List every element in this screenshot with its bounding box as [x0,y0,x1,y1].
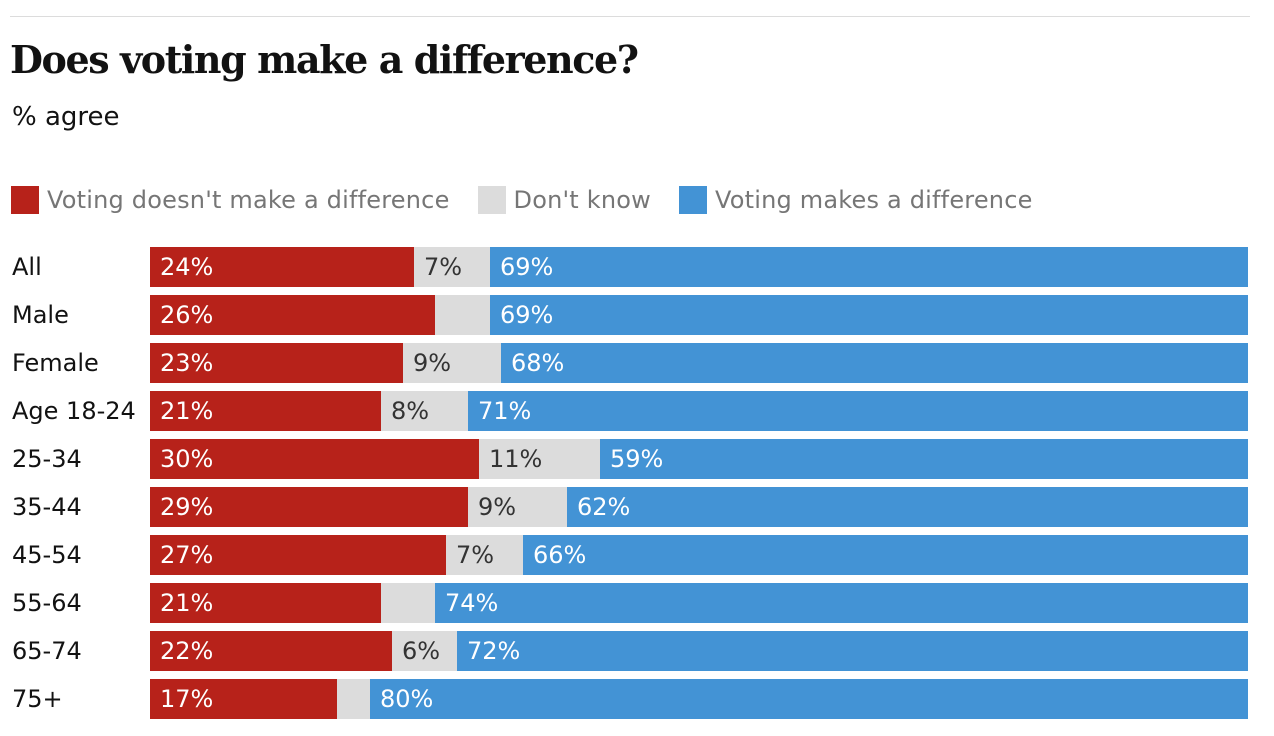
chart-subtitle: % agree [12,102,120,132]
legend-item-makes-difference: Voting makes a difference [678,186,1033,214]
data-label-voting-makes-a-difference-25-34: 59% [610,445,664,473]
data-label-voting-makes-a-difference-55-64: 74% [445,589,499,617]
data-label-don-t-know-65-74: 6% [402,637,441,665]
bar-segment-voting-doesn-t-make-a-difference-female [150,343,403,383]
legend-item-dont-know: Don't know [477,186,651,214]
category-label-45-54: 45-54 [12,541,82,569]
bar-segment-voting-makes-a-difference-75 [370,679,1248,719]
bar-row-65-74: 22% 6% 72% [150,631,1248,671]
data-label-don-t-know-35-44: 9% [478,493,517,521]
bar-segment-voting-makes-a-difference-age-18-24 [468,391,1248,431]
data-label-don-t-know-age-18-24: 8% [391,397,430,425]
bar-row-55-64: 21% 74% [150,583,1248,623]
data-label-voting-doesn-t-make-a-difference-65-74: 22% [160,637,214,665]
data-label-voting-makes-a-difference-35-44: 62% [577,493,631,521]
data-label-voting-makes-a-difference-male: 69% [500,301,554,329]
data-label-voting-makes-a-difference-female: 68% [511,349,565,377]
category-label-75: 75+ [12,685,63,713]
category-label-35-44: 35-44 [12,493,82,521]
chart-title: Does voting make a difference? [10,37,639,82]
category-label-male: Male [12,301,69,329]
legend-swatch-no-difference [11,186,39,214]
data-label-voting-makes-a-difference-all: 69% [500,253,554,281]
legend-label-makes-difference: Voting makes a difference [714,186,1033,214]
bar-segment-don-t-know-all [414,247,490,287]
category-label-female: Female [12,349,99,377]
bar-segment-voting-doesn-t-make-a-difference-45-54 [150,535,446,575]
category-label-age-18-24: Age 18-24 [12,397,136,425]
bar-segment-voting-doesn-t-make-a-difference-age-18-24 [150,391,381,431]
legend-swatch-makes-difference [678,186,707,214]
bar-row-35-44: 29% 9% 62% [150,487,1248,527]
bar-segment-don-t-know-55-64 [381,583,435,623]
bar-segment-voting-makes-a-difference-male [490,295,1248,335]
legend-label-dont-know: Don't know [513,186,651,214]
category-label-25-34: 25-34 [12,445,82,473]
data-label-voting-makes-a-difference-age-18-24: 71% [478,397,532,425]
bar-segment-don-t-know-65-74 [392,631,457,671]
category-label-65-74: 65-74 [12,637,82,665]
legend-swatch-dont-know [477,186,506,214]
bar-segment-voting-makes-a-difference-45-54 [523,535,1248,575]
legend-item-no-difference: Voting doesn't make a difference [11,186,450,214]
bar-segment-voting-doesn-t-make-a-difference-75 [150,679,337,719]
data-label-voting-doesn-t-make-a-difference-25-34: 30% [160,445,214,473]
bar-row-75: 17% 80% [150,679,1248,719]
bar-segment-voting-doesn-t-make-a-difference-55-64 [150,583,381,623]
bar-segment-don-t-know-75 [337,679,370,719]
data-label-voting-doesn-t-make-a-difference-age-18-24: 21% [160,397,214,425]
top-rule [10,16,1250,17]
bar-row-all: 24% 7% 69% [150,247,1248,287]
data-label-don-t-know-all: 7% [424,253,463,281]
bar-segment-voting-makes-a-difference-55-64 [435,583,1248,623]
data-label-voting-doesn-t-make-a-difference-35-44: 29% [160,493,214,521]
data-label-voting-makes-a-difference-65-74: 72% [467,637,521,665]
bar-segment-don-t-know-25-34 [479,439,600,479]
bar-row-45-54: 27% 7% 66% [150,535,1248,575]
data-label-don-t-know-25-34: 11% [489,445,543,473]
bar-row-male: 26% 69% [150,295,1248,335]
bar-segment-voting-makes-a-difference-25-34 [600,439,1248,479]
bar-segment-voting-makes-a-difference-female [501,343,1248,383]
data-label-voting-doesn-t-make-a-difference-female: 23% [160,349,214,377]
bar-segment-voting-makes-a-difference-65-74 [457,631,1248,671]
bar-row-age-18-24: 21% 8% 71% [150,391,1248,431]
bar-segment-voting-doesn-t-make-a-difference-all [150,247,414,287]
data-label-voting-doesn-t-make-a-difference-all: 24% [160,253,214,281]
bar-segment-voting-doesn-t-make-a-difference-25-34 [150,439,479,479]
bar-row-25-34: 30% 11% 59% [150,439,1248,479]
data-label-voting-makes-a-difference-75: 80% [380,685,434,713]
bar-segment-don-t-know-female [403,343,501,383]
data-label-don-t-know-45-54: 7% [456,541,495,569]
bar-row-female: 23% 9% 68% [150,343,1248,383]
category-label-55-64: 55-64 [12,589,82,617]
bar-segment-voting-makes-a-difference-35-44 [567,487,1248,527]
bar-segment-don-t-know-age-18-24 [381,391,468,431]
legend: Voting doesn't make a difference Don't k… [11,181,1061,219]
legend-label-no-difference: Voting doesn't make a difference [47,186,450,214]
bar-segment-voting-doesn-t-make-a-difference-35-44 [150,487,468,527]
data-label-voting-doesn-t-make-a-difference-45-54: 27% [160,541,214,569]
data-label-don-t-know-female: 9% [413,349,452,377]
bar-segment-don-t-know-male [435,295,490,335]
bar-segment-voting-makes-a-difference-all [490,247,1248,287]
bar-segment-don-t-know-35-44 [468,487,567,527]
data-label-voting-doesn-t-make-a-difference-55-64: 21% [160,589,214,617]
data-label-voting-doesn-t-make-a-difference-75: 17% [160,685,214,713]
bar-segment-voting-doesn-t-make-a-difference-male [150,295,435,335]
bar-segment-don-t-know-45-54 [446,535,523,575]
category-label-all: All [12,253,42,281]
data-label-voting-doesn-t-make-a-difference-male: 26% [160,301,214,329]
bar-segment-voting-doesn-t-make-a-difference-65-74 [150,631,392,671]
data-label-voting-makes-a-difference-45-54: 66% [533,541,587,569]
